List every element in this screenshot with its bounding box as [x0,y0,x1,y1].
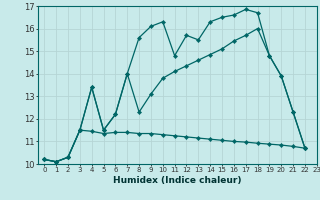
X-axis label: Humidex (Indice chaleur): Humidex (Indice chaleur) [113,176,242,185]
